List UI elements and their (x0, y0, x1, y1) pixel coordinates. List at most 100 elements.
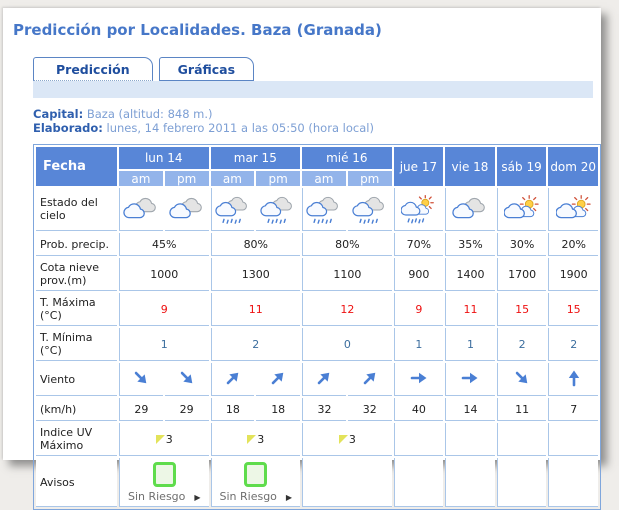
pm-header: pm (256, 171, 301, 186)
wind-speed-row: (km/h) 29 29 18 18 32 32 40 14 11 7 (36, 398, 598, 421)
precip-value: 35% (445, 233, 495, 256)
pm-header: pm (164, 171, 209, 186)
wind-arrow-icon (180, 371, 192, 383)
tmax-value: 15 (496, 293, 547, 326)
day-header: sáb 19 (496, 147, 547, 186)
capital-line: Capital: Baza (altitud: 848 m.) (33, 107, 601, 121)
tab-prediccion[interactable]: Predicción (33, 57, 153, 81)
precip-row: Prob. precip. 45% 80% 80% 70% 35% 30% 20… (36, 233, 598, 256)
uv-value: 3 (165, 432, 173, 446)
table-header-row: Fecha lun 14 mar 15 mié 16 jue 17 vie 18… (36, 147, 598, 186)
weather-icon (306, 195, 342, 224)
forecast-table: Fecha lun 14 mar 15 mié 16 jue 17 vie 18… (33, 144, 601, 510)
precip-value: 70% (393, 233, 444, 256)
row-label: Viento (36, 363, 117, 396)
day-header: vie 18 (445, 147, 495, 186)
tmin-value: 2 (210, 328, 301, 361)
content-panel: Predicción por Localidades. Baza (Granad… (3, 8, 601, 510)
tmax-value: 11 (445, 293, 495, 326)
uv-row: Indice UV Máximo 3 3 3 (36, 423, 598, 456)
fecha-header: Fecha (36, 147, 117, 186)
weather-icon (123, 195, 159, 224)
snow-value: 1900 (548, 258, 598, 291)
row-label: T. Máxima (°C) (36, 293, 117, 326)
am-header: am (119, 171, 163, 186)
row-label: Prob. precip. (36, 233, 117, 256)
speed-value: 32 (302, 398, 346, 421)
warning-label: Sin Riesgo (219, 489, 277, 503)
tmin-value: 2 (496, 328, 547, 361)
no-risk-icon (244, 461, 268, 487)
tmax-value: 9 (119, 293, 209, 326)
day-header: dom 20 (548, 147, 598, 186)
speed-value: 29 (119, 398, 163, 421)
weather-icon (215, 195, 251, 224)
warning-link-arrow-icon: ▶ (194, 492, 201, 502)
warning-label: Sin Riesgo (127, 489, 186, 503)
wind-row: Viento (36, 363, 598, 396)
snow-value: 1400 (445, 258, 495, 291)
uv-value: 3 (348, 432, 356, 446)
tmax-value: 9 (393, 293, 444, 326)
am-header: am (210, 171, 255, 186)
tmin-value: 2 (548, 328, 598, 361)
snow-value: 1300 (210, 258, 301, 291)
row-label: Avisos (36, 458, 117, 507)
speed-value: 32 (347, 398, 392, 421)
row-label: T. Mínima (°C) (36, 328, 117, 361)
tmax-value: 15 (548, 293, 598, 326)
uv-flag-icon (338, 435, 348, 444)
speed-value: 18 (210, 398, 255, 421)
wind-arrow-icon (271, 372, 284, 384)
uv-flag-icon (247, 435, 257, 444)
warnings-row: Avisos Sin Riesgo ▶ Sin Riesgo ▶ (36, 458, 598, 507)
warning-link[interactable]: Sin Riesgo ▶ (120, 461, 209, 503)
no-risk-icon (152, 461, 176, 487)
weather-icon (452, 195, 488, 224)
row-label: Indice UV Máximo (36, 423, 117, 456)
snow-value: 900 (393, 258, 444, 291)
tab-bar: Predicción Gráficas (33, 57, 601, 81)
weather-icon (556, 195, 592, 224)
wind-arrow (223, 368, 243, 388)
precip-value: 80% (302, 233, 392, 256)
speed-value: 29 (164, 398, 209, 421)
wind-arrow (131, 368, 151, 388)
wind-arrow (268, 368, 288, 388)
weather-icon (352, 195, 388, 224)
tab-band (33, 81, 593, 98)
capital-value: Baza (altitud: 848 m.) (86, 107, 213, 121)
page-title: Predicción por Localidades. Baza (Granad… (13, 21, 382, 39)
elaborado-line: Elaborado: lunes, 14 febrero 2011 a las … (33, 121, 601, 135)
sky-row: Estado del cielo (36, 188, 598, 231)
tmin-value: 1 (445, 328, 495, 361)
tmax-row: T. Máxima (°C) 9 11 12 9 11 15 15 (36, 293, 598, 326)
snow-value: 1100 (302, 258, 392, 291)
capital-label: Capital: (33, 107, 84, 121)
uv-value: 3 (257, 432, 265, 446)
speed-value: 11 (496, 398, 547, 421)
precip-value: 20% (548, 233, 598, 256)
wind-arrow-icon (462, 372, 478, 383)
day-header: mié 16 (302, 147, 392, 169)
wind-arrow-icon (363, 372, 376, 384)
wind-arrow-icon (515, 371, 528, 383)
row-label: Cota nieve prov.(m) (36, 258, 117, 291)
wind-arrow (409, 368, 429, 388)
wind-arrow (177, 368, 197, 388)
am-header: am (302, 171, 346, 186)
speed-value: 40 (393, 398, 444, 421)
warning-link[interactable]: Sin Riesgo ▶ (212, 461, 301, 503)
tmax-value: 11 (210, 293, 301, 326)
tmax-value: 12 (302, 293, 392, 326)
location-info: Capital: Baza (altitud: 848 m.) Elaborad… (33, 107, 601, 135)
snow-value: 1700 (496, 258, 547, 291)
uv-flag-icon (155, 435, 165, 444)
tab-graficas[interactable]: Gráficas (158, 57, 255, 81)
pm-header: pm (347, 171, 392, 186)
wind-arrow-icon (135, 371, 147, 383)
row-label: (km/h) (36, 398, 117, 421)
wind-arrow (314, 368, 334, 388)
precip-value: 45% (119, 233, 209, 256)
wind-arrow (360, 368, 380, 388)
